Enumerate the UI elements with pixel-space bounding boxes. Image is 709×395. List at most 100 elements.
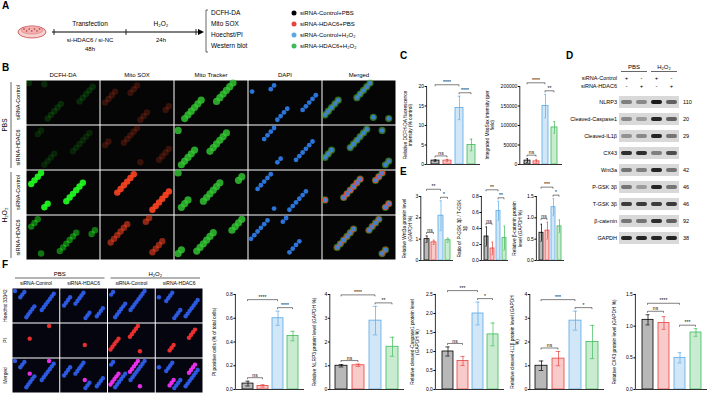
svg-text:ns: ns — [438, 150, 444, 156]
svg-text:150000: 150000 — [501, 103, 518, 109]
svg-text:****: **** — [354, 289, 362, 295]
svg-text:2: 2 — [416, 214, 419, 220]
svg-text:38: 38 — [683, 235, 689, 241]
svg-text:1.5: 1.5 — [426, 329, 433, 335]
svg-text:200000: 200000 — [501, 83, 518, 89]
svg-text:****: **** — [461, 87, 469, 93]
svg-text:1.0: 1.0 — [626, 323, 633, 329]
svg-text:Merged: Merged — [349, 72, 369, 78]
svg-text:10: 10 — [419, 122, 425, 128]
svg-text:**: ** — [490, 184, 494, 190]
svg-text:110: 110 — [683, 99, 692, 105]
svg-text:Western blot: Western blot — [211, 42, 248, 49]
svg-text:Hoechst 33342: Hoechst 33342 — [3, 289, 8, 322]
svg-text:15: 15 — [419, 103, 425, 109]
svg-text:0.0: 0.0 — [226, 386, 233, 392]
svg-text:0.2: 0.2 — [226, 362, 233, 368]
svg-text:DAPI: DAPI — [278, 72, 292, 78]
svg-text:***: *** — [555, 294, 561, 300]
svg-text:1.0: 1.0 — [426, 348, 433, 354]
svg-text:0.4: 0.4 — [472, 225, 479, 231]
svg-text:Merged: Merged — [3, 367, 8, 384]
svg-text:0.5: 0.5 — [426, 367, 433, 373]
svg-text:PBS: PBS — [54, 271, 66, 277]
svg-text:2: 2 — [525, 339, 528, 345]
svg-text:Mito Tracker: Mito Tracker — [194, 72, 227, 78]
svg-text:H₂O₂: H₂O₂ — [148, 271, 162, 277]
svg-text:*: * — [443, 191, 445, 197]
svg-text:H₂O₂: H₂O₂ — [1, 207, 8, 222]
svg-text:Hoechst/PI: Hoechst/PI — [211, 31, 243, 38]
svg-text:Mito SOX: Mito SOX — [211, 20, 239, 27]
svg-text:ns: ns — [452, 338, 458, 344]
svg-text:siRNA-HDAC6: siRNA-HDAC6 — [581, 83, 617, 89]
svg-text:siRNA-Control: siRNA-Control — [15, 175, 21, 210]
svg-text:H₂O₂: H₂O₂ — [154, 20, 169, 27]
svg-text:20: 20 — [419, 83, 425, 89]
svg-text:1: 1 — [325, 362, 328, 368]
svg-text:-: - — [656, 83, 658, 89]
svg-text:1.5: 1.5 — [626, 291, 633, 297]
svg-text:46: 46 — [683, 201, 689, 207]
svg-text:siRNA-HDAC6: siRNA-HDAC6 — [67, 280, 100, 286]
svg-text:GAPDH: GAPDH — [597, 235, 617, 241]
svg-text:**: ** — [382, 297, 386, 303]
svg-text:3: 3 — [525, 315, 528, 321]
svg-text:0.8: 0.8 — [226, 291, 233, 297]
svg-text:siRNA-HDAC6: siRNA-HDAC6 — [15, 219, 21, 255]
svg-text:0.0: 0.0 — [426, 386, 433, 392]
svg-text:0.5: 0.5 — [626, 354, 633, 360]
svg-text:siRNA-Control: siRNA-Control — [115, 280, 147, 286]
svg-text:siRNA-HDAC6+H₂O₂: siRNA-HDAC6+H₂O₂ — [300, 43, 357, 49]
svg-text:+: + — [625, 75, 629, 81]
svg-text:siRNA-HDAC6: siRNA-HDAC6 — [15, 129, 21, 165]
svg-text:48h: 48h — [85, 46, 95, 52]
svg-text:siRNA-Control: siRNA-Control — [20, 280, 52, 286]
svg-text:100000: 100000 — [501, 122, 518, 128]
svg-text:P-GSK 3β: P-GSK 3β — [592, 184, 617, 190]
svg-text:siRNA-Control+H₂O₂: siRNA-Control+H₂O₂ — [300, 32, 356, 38]
svg-text:PI: PI — [3, 338, 8, 343]
svg-text:siRNA-Control: siRNA-Control — [15, 85, 21, 120]
svg-text:ns: ns — [547, 342, 553, 348]
svg-text:0.2: 0.2 — [472, 241, 479, 247]
svg-text:Transfection: Transfection — [72, 20, 108, 27]
svg-text:2: 2 — [325, 339, 328, 345]
svg-text:-: - — [626, 83, 628, 89]
svg-text:0.0: 0.0 — [527, 257, 534, 263]
svg-text:+: + — [640, 83, 644, 89]
svg-text:42: 42 — [683, 167, 689, 173]
svg-text:1: 1 — [525, 362, 528, 368]
svg-text:92: 92 — [683, 218, 689, 224]
svg-text:0: 0 — [416, 257, 419, 263]
svg-text:2.5: 2.5 — [426, 291, 433, 297]
svg-text:***: *** — [544, 181, 550, 187]
svg-text:*: * — [555, 189, 557, 195]
svg-text:0: 0 — [515, 161, 518, 167]
svg-text:1.5: 1.5 — [527, 193, 534, 199]
svg-text:46: 46 — [683, 184, 689, 190]
svg-text:5: 5 — [421, 142, 424, 148]
svg-text:0.8: 0.8 — [472, 193, 479, 199]
svg-text:Cleaved-Caspase1: Cleaved-Caspase1 — [570, 116, 617, 122]
svg-text:**: ** — [548, 85, 552, 91]
svg-text:****: **** — [443, 79, 451, 85]
svg-text:0: 0 — [421, 161, 424, 167]
svg-text:0.0: 0.0 — [472, 257, 479, 263]
svg-text:0.0: 0.0 — [626, 386, 633, 392]
svg-text:Wnt3a: Wnt3a — [601, 167, 618, 173]
svg-text:ns: ns — [529, 149, 535, 155]
svg-text:4: 4 — [325, 291, 328, 297]
svg-text:Cleaved-IL1β: Cleaved-IL1β — [584, 133, 617, 139]
svg-text:DCFH-DA: DCFH-DA — [50, 72, 77, 78]
svg-text:***: *** — [685, 319, 691, 325]
svg-text:DCFH-DA: DCFH-DA — [211, 9, 241, 16]
svg-text:****: **** — [532, 77, 540, 83]
svg-text:siRNA-HDAC6: siRNA-HDAC6 — [163, 280, 196, 286]
svg-text:-: - — [671, 75, 673, 81]
svg-text:*: * — [484, 293, 486, 299]
svg-text:0.6: 0.6 — [472, 209, 479, 215]
svg-text:3: 3 — [416, 193, 419, 199]
svg-text:1.0: 1.0 — [527, 214, 534, 220]
svg-text:29: 29 — [683, 133, 689, 139]
